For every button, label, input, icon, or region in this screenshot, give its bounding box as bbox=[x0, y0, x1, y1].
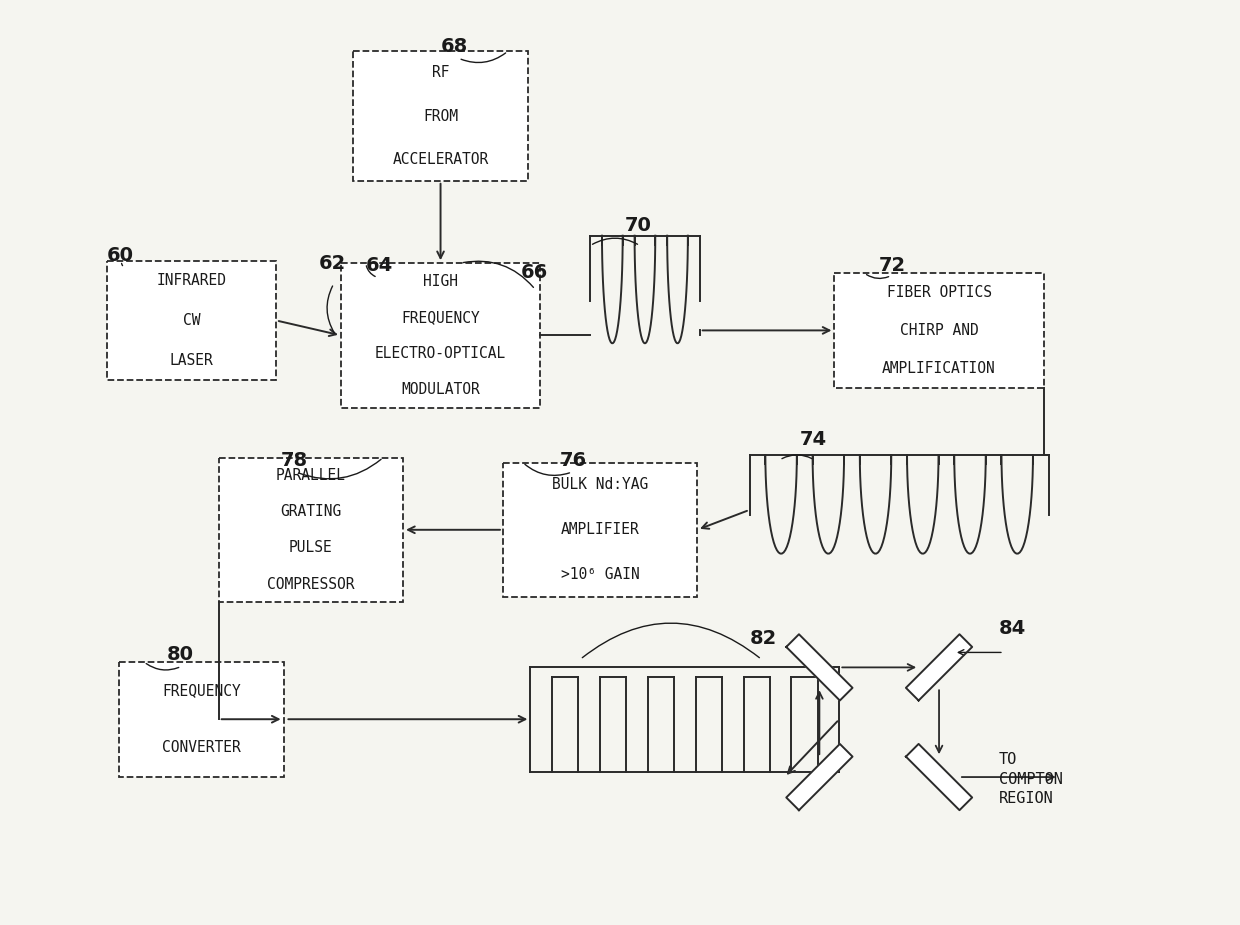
Text: PULSE: PULSE bbox=[289, 540, 332, 555]
Text: 62: 62 bbox=[319, 253, 346, 273]
Text: FIBER OPTICS: FIBER OPTICS bbox=[887, 285, 992, 300]
Text: FROM: FROM bbox=[423, 108, 458, 124]
Text: HIGH: HIGH bbox=[423, 274, 458, 289]
Bar bbox=[503, 462, 697, 598]
Text: FREQUENCY: FREQUENCY bbox=[402, 310, 480, 325]
Text: INFRARED: INFRARED bbox=[156, 273, 226, 288]
Text: 74: 74 bbox=[800, 430, 827, 449]
Text: 78: 78 bbox=[281, 450, 309, 470]
Text: GRATING: GRATING bbox=[280, 504, 341, 519]
Text: CHIRP AND: CHIRP AND bbox=[900, 323, 978, 338]
Text: ACCELERATOR: ACCELERATOR bbox=[392, 152, 489, 166]
Bar bbox=[353, 51, 528, 181]
Text: 66: 66 bbox=[521, 263, 548, 281]
Text: ELECTRO-OPTICAL: ELECTRO-OPTICAL bbox=[374, 346, 506, 361]
Text: PARALLEL: PARALLEL bbox=[277, 468, 346, 483]
Text: TO
COMPTON
REGION: TO COMPTON REGION bbox=[999, 752, 1063, 807]
Text: 72: 72 bbox=[879, 256, 906, 275]
Bar bbox=[218, 458, 403, 602]
Polygon shape bbox=[906, 635, 972, 700]
Text: COMPRESSOR: COMPRESSOR bbox=[267, 576, 355, 591]
Polygon shape bbox=[786, 744, 853, 810]
Text: >10⁶ GAIN: >10⁶ GAIN bbox=[560, 567, 640, 582]
Text: 84: 84 bbox=[999, 620, 1027, 638]
Bar bbox=[341, 263, 541, 408]
Text: 70: 70 bbox=[625, 216, 652, 235]
Text: MODULATOR: MODULATOR bbox=[402, 382, 480, 397]
Text: BULK Nd:YAG: BULK Nd:YAG bbox=[552, 477, 649, 492]
Text: LASER: LASER bbox=[170, 352, 213, 368]
Text: AMPLIFICATION: AMPLIFICATION bbox=[882, 361, 996, 376]
Bar bbox=[835, 273, 1044, 388]
Text: RF: RF bbox=[432, 66, 449, 80]
Text: 64: 64 bbox=[366, 256, 393, 275]
Text: 80: 80 bbox=[166, 645, 193, 664]
Text: 68: 68 bbox=[440, 37, 467, 56]
Text: 82: 82 bbox=[750, 629, 776, 648]
Polygon shape bbox=[906, 744, 972, 810]
Text: AMPLIFIER: AMPLIFIER bbox=[560, 523, 640, 537]
Polygon shape bbox=[786, 635, 853, 700]
Text: CONVERTER: CONVERTER bbox=[162, 740, 241, 756]
Text: CW: CW bbox=[182, 313, 200, 328]
Text: 60: 60 bbox=[107, 246, 134, 265]
Text: 76: 76 bbox=[560, 450, 588, 470]
Bar bbox=[107, 261, 277, 380]
Bar bbox=[119, 662, 284, 777]
Text: FREQUENCY: FREQUENCY bbox=[162, 683, 241, 698]
